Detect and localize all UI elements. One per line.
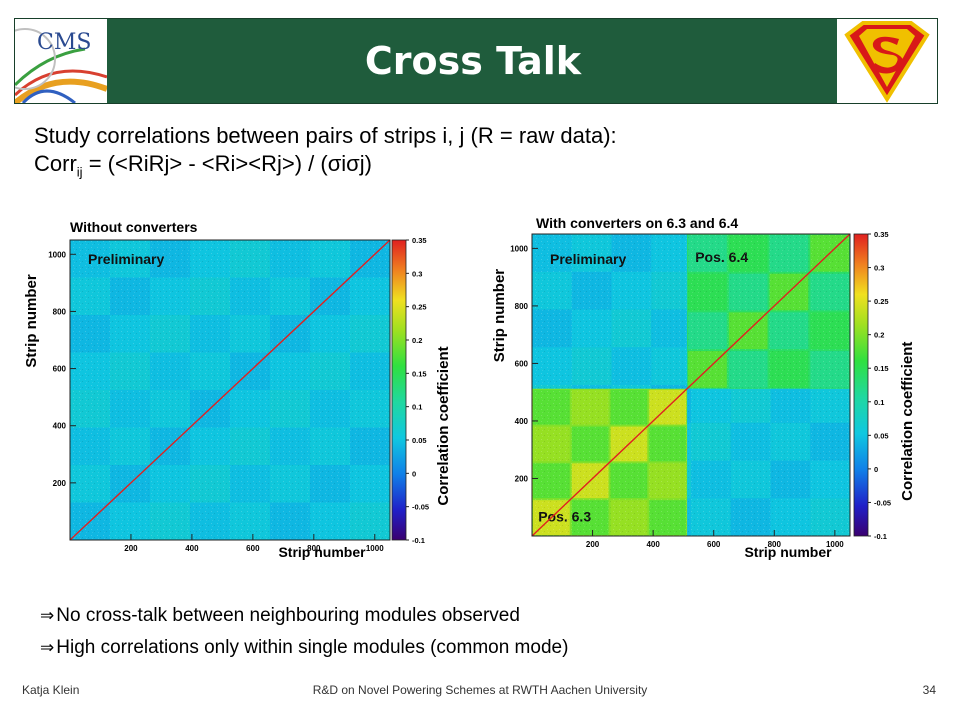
preliminary-label: Preliminary [88, 251, 164, 267]
y-tick-label: 1000 [48, 250, 66, 259]
chart-title: With converters on 6.3 and 6.4 [536, 215, 738, 231]
heatmap-figures: 200 400 600 800 1000 200 400 600 800 1000 -0.1 -0.0… [23, 215, 916, 560]
x-tick-label: 1000 [826, 540, 844, 549]
superman-logo [837, 19, 937, 103]
colorbar-tick-label: 0.2 [874, 331, 884, 340]
y-tick-label: 400 [515, 417, 529, 426]
intro-line-2: Corrij = (<RiRj> - <Ri><Rj>) / (σiσj) [34, 151, 372, 180]
plot-frame [69, 239, 391, 541]
page-title: Cross Talk [364, 39, 582, 83]
footer-author: Katja Klein [22, 683, 80, 697]
colorbar-label: Correlation coefficient [899, 342, 916, 501]
y-axis-label: Strip number [491, 269, 508, 363]
diagonal-line [69, 239, 391, 541]
x-tick-label: 800 [768, 540, 782, 549]
colorbar-tick-label: 0 [412, 469, 416, 478]
y-tick-label: 800 [515, 302, 529, 311]
colorbar-tick-label: 0 [874, 465, 878, 474]
cms-logo-text: CMS [37, 30, 91, 55]
x-tick-label: 600 [707, 540, 721, 549]
footer-title: R&D on Novel Powering Schemes at RWTH Aa… [312, 683, 648, 697]
x-tick-label: 800 [307, 544, 321, 553]
colorbar-tick-label: 0.1 [412, 403, 422, 412]
x-tick-label: 200 [124, 544, 138, 553]
bullet-list: ⇒ No cross-talk between neighbouring modu… [40, 600, 568, 664]
preliminary-label: Preliminary [550, 251, 626, 267]
colorbar-tick-label: 0.05 [874, 431, 889, 440]
colorbar-tick-label: 0.3 [412, 269, 422, 278]
colorbar-tick-label: 0.15 [874, 364, 889, 373]
heatmap-without-converters: 200 400 600 800 1000 200 400 600 800 1000 -0.1 -0.0… [23, 219, 452, 560]
colorbar-tick-label: 0.05 [412, 436, 427, 445]
correlation-formula: = (<RiRj> - <Ri><Rj>) / (σiσj) [88, 151, 372, 176]
colorbar-tick-label: 0.1 [874, 398, 884, 407]
colorbar-label: Correlation coefficient [435, 346, 452, 505]
colorbar-tick-label: 0.3 [874, 264, 884, 273]
colorbar-tick-label: -0.1 [874, 532, 887, 541]
colorbar-tick-label: -0.05 [412, 503, 429, 512]
footer: Katja Klein R&D on Novel Powering Scheme… [0, 683, 960, 703]
bullet-item: ⇒ High correlations only within single mo… [40, 637, 569, 658]
bullet-item: ⇒ No cross-talk between neighbouring modu… [40, 605, 520, 626]
y-tick-label: 400 [53, 422, 67, 431]
y-tick-label: 1000 [510, 244, 528, 253]
colorbar-tick-label: -0.1 [412, 536, 425, 545]
y-tick-label: 200 [53, 479, 67, 488]
y-tick-label: 200 [515, 474, 529, 483]
plot-frame [531, 233, 851, 537]
colorbar-tick-label: -0.05 [874, 498, 891, 507]
implies-icon: ⇒ [40, 638, 55, 657]
header-bar: CMS Cross Talk [14, 18, 938, 104]
intro-line-1: Study correlations between pairs of stri… [34, 123, 617, 148]
cms-logo: CMS [15, 19, 107, 103]
colorbar [853, 233, 869, 537]
x-tick-label: 400 [185, 544, 199, 553]
x-tick-label: 200 [586, 540, 600, 549]
implies-icon: ⇒ [40, 606, 55, 625]
colorbar-tick-label: 0.15 [412, 369, 427, 378]
x-tick-label: 600 [246, 544, 260, 553]
y-axis-label: Strip number [23, 274, 40, 368]
colorbar-tick-label: 0.35 [412, 236, 427, 245]
colorbar-tick-label: 0.25 [412, 303, 427, 312]
x-axis-label: Strip number [278, 544, 366, 560]
chart-title: Without converters [70, 219, 198, 235]
colorbar-tick-label: 0.35 [874, 230, 889, 239]
diagonal-line [531, 233, 851, 537]
colorbar-tick-label: 0.25 [874, 297, 889, 306]
y-tick-label: 800 [53, 307, 67, 316]
colorbar-tick-label: 0.2 [412, 336, 422, 345]
intro-text: Study correlations between pairs of stri… [34, 122, 617, 186]
x-axis-label: Strip number [744, 544, 832, 560]
y-tick-label: 600 [515, 359, 529, 368]
heatmap-with-converters: Pos. 6.3Pos. 6.4200400600800100020040060… [491, 215, 916, 560]
colorbar [391, 239, 407, 541]
x-tick-label: 1000 [366, 544, 384, 553]
y-tick-label: 600 [53, 365, 67, 374]
x-tick-label: 400 [646, 540, 660, 549]
page-number: 34 [922, 683, 936, 697]
